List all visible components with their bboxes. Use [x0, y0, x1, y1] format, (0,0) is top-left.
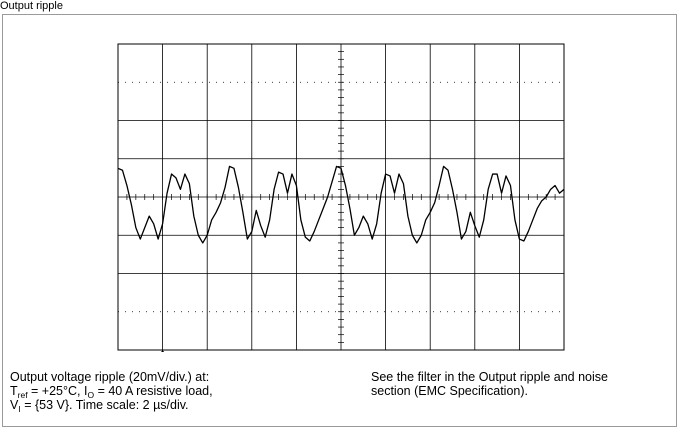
caption-left-line2: Tref = +25°C, IO = 40 A resistive load,: [10, 384, 213, 400]
caption-right: See the filter in the Output ripple and …: [371, 370, 608, 398]
ripple-trace: [117, 165, 565, 244]
scope-grid: [117, 43, 565, 352]
ripple-trace-group: [117, 165, 565, 244]
trigger-marker: [161, 350, 165, 352]
caption-right-line2: section (EMC Specification).: [371, 384, 529, 398]
header-fragment: Output ripple: [0, 0, 63, 12]
caption-right-line1: See the filter in the Output ripple and …: [371, 370, 608, 384]
oscilloscope-plot: [117, 43, 565, 352]
caption-left-line1: Output voltage ripple (20mV/div.) at:: [10, 370, 210, 384]
caption-left-line3: VI = {53 V}. Time scale: 2 µs/div.: [10, 398, 189, 414]
caption-left: Output voltage ripple (20mV/div.) at: Tr…: [10, 370, 213, 414]
figure-frame: [2, 14, 677, 427]
